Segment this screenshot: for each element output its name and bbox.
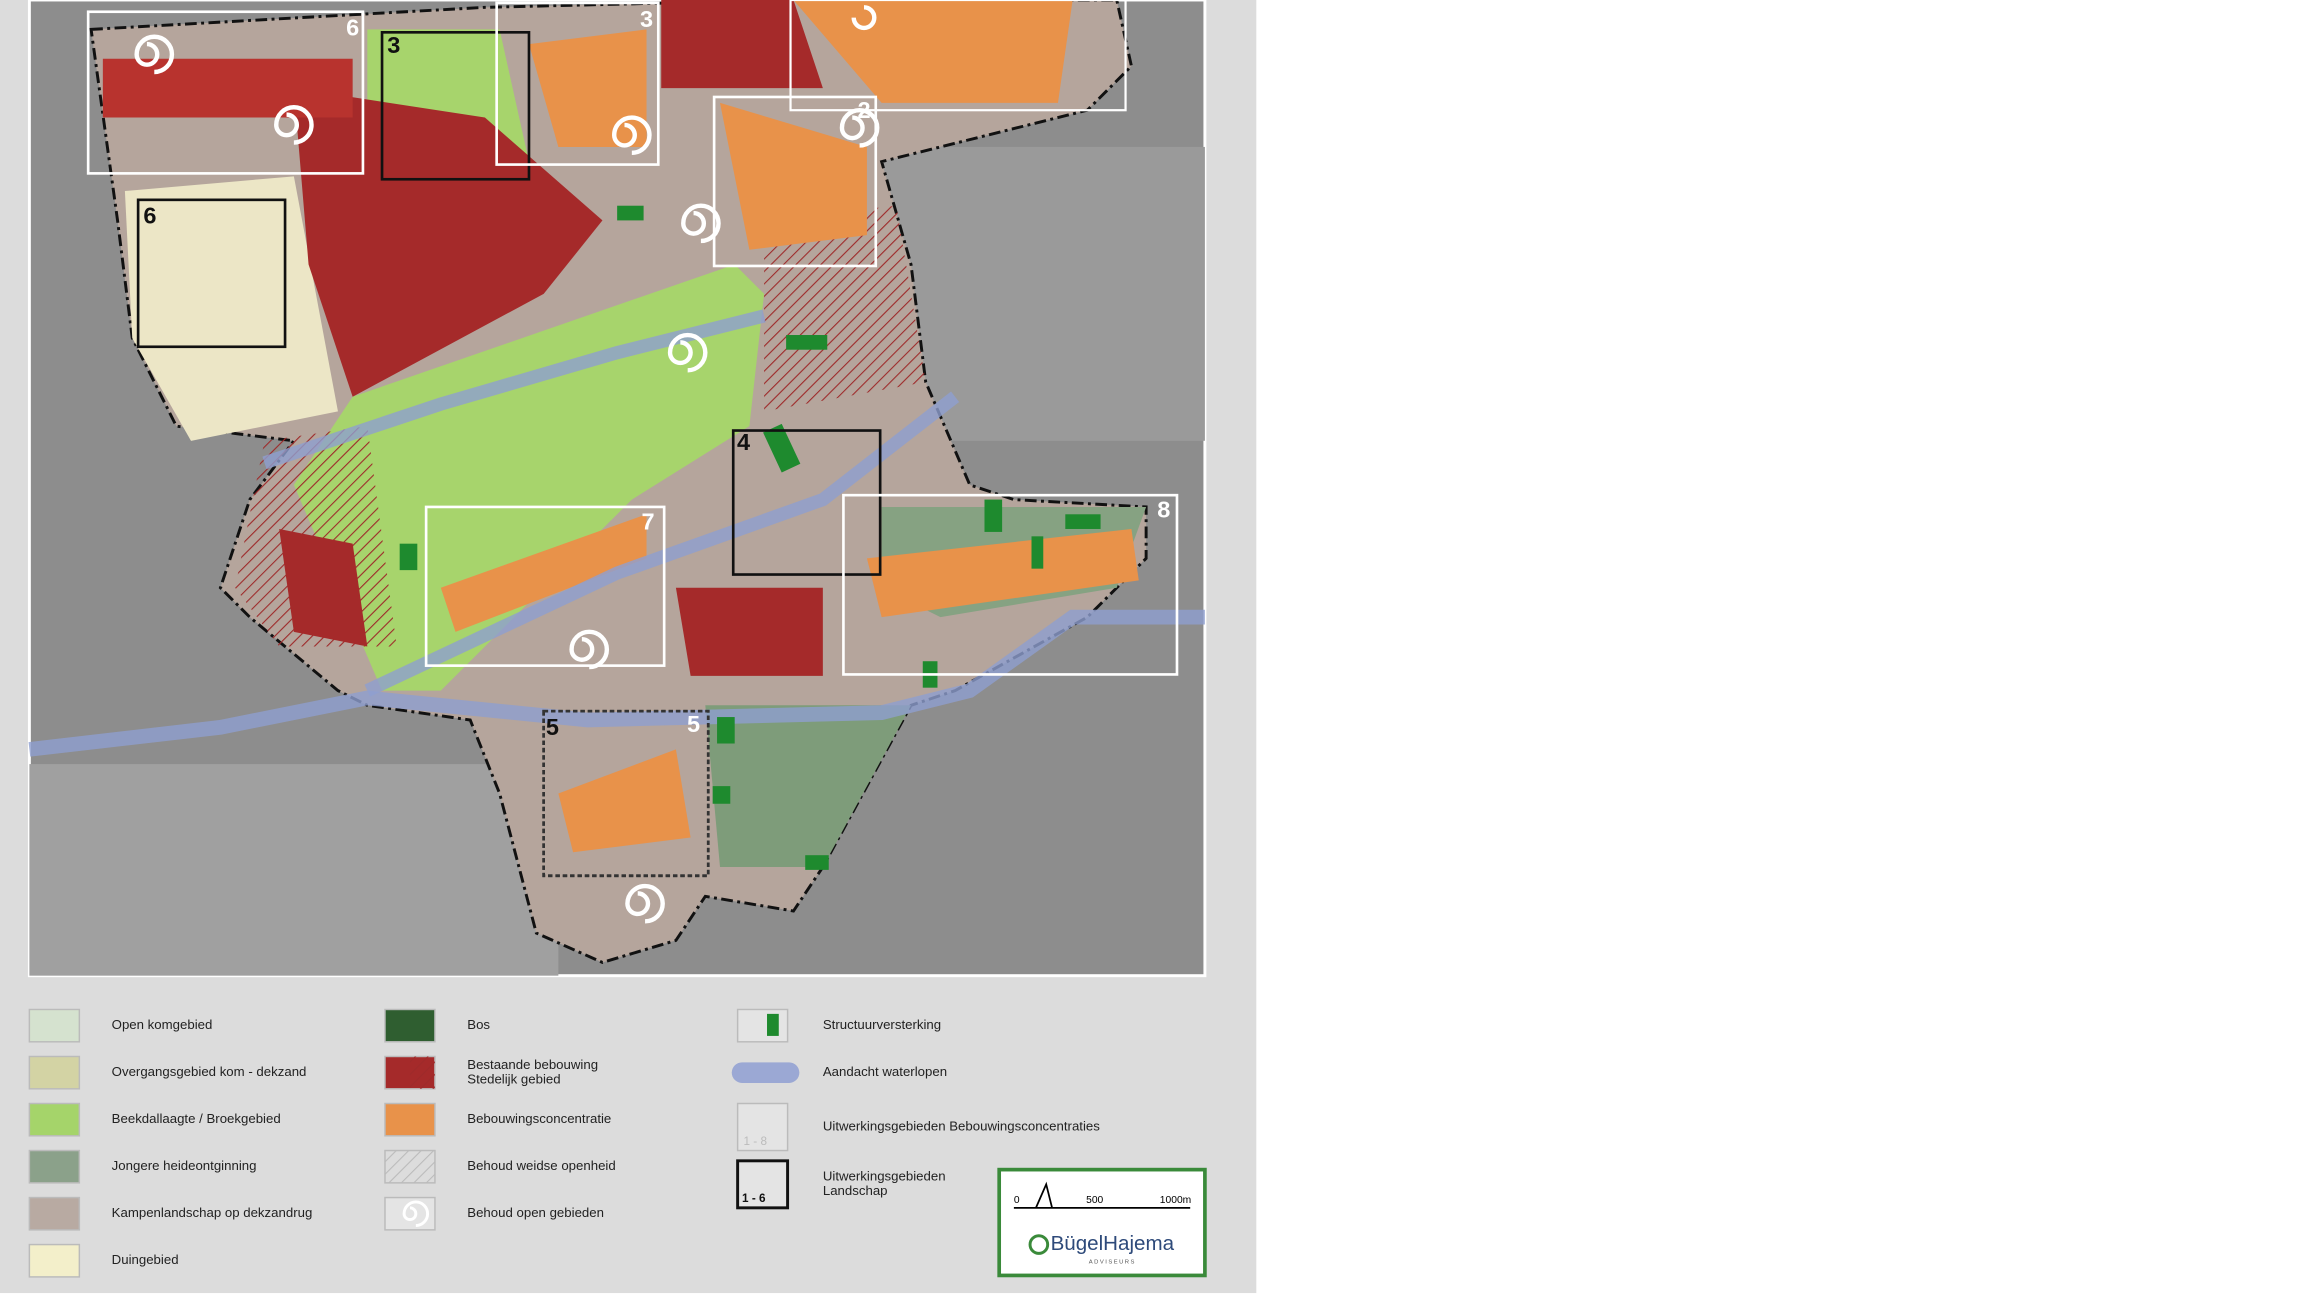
terrain bbox=[881, 146, 1205, 441]
built-area bbox=[102, 58, 353, 118]
study-box bbox=[789, 0, 1127, 112]
legend-swatch bbox=[28, 1196, 81, 1231]
legend-swatch bbox=[736, 1102, 789, 1152]
scale-label: 0 bbox=[1014, 1195, 1020, 1206]
legend-label: Behoud open gebieden bbox=[467, 1205, 604, 1220]
legend-label: Duingebied bbox=[112, 1252, 179, 1267]
study-box bbox=[542, 709, 710, 878]
logo-name: BügelHajema bbox=[1051, 1232, 1175, 1255]
box-label: 5 bbox=[546, 714, 559, 740]
scale-label: 500 bbox=[1086, 1195, 1103, 1206]
map bbox=[27, 0, 1207, 978]
box-label: 3 bbox=[640, 6, 653, 32]
legend-swatch bbox=[736, 1008, 789, 1043]
legend-swatch bbox=[28, 1102, 81, 1137]
study-box bbox=[136, 198, 287, 349]
legend-label: Bebouwingsconcentratie bbox=[467, 1111, 611, 1126]
legend-swatch bbox=[384, 1149, 436, 1184]
concentration bbox=[528, 29, 647, 147]
legend-label: Stedelijk gebied bbox=[467, 1072, 560, 1087]
study-box bbox=[380, 31, 531, 181]
study-box bbox=[731, 429, 882, 576]
scale-label: 1000m bbox=[1160, 1195, 1191, 1206]
concentration bbox=[866, 528, 1139, 618]
legend-swatch bbox=[736, 1159, 790, 1210]
legend-swatch bbox=[384, 1102, 436, 1137]
legend-label: Uitwerkingsgebieden Bebouwingsconcentrat… bbox=[823, 1119, 1100, 1134]
legend-label: Aandacht waterlopen bbox=[823, 1064, 947, 1079]
structure bbox=[399, 205, 1101, 870]
legend-icon-text: 1 - 6 bbox=[742, 1192, 766, 1205]
heath-area bbox=[705, 705, 912, 867]
legend-label: Kampenlandschap op dekzandrug bbox=[112, 1205, 313, 1220]
legend-label: Uitwerkingsgebieden bbox=[823, 1168, 946, 1183]
built-area bbox=[279, 528, 368, 647]
scale-bar bbox=[1013, 1181, 1191, 1209]
legend-swatch bbox=[409, 1056, 435, 1089]
legend-swatch bbox=[731, 1062, 800, 1083]
legend-swatch bbox=[384, 1008, 436, 1043]
box-label: 8 bbox=[1157, 497, 1170, 523]
concentration bbox=[720, 102, 867, 250]
built-area bbox=[661, 0, 823, 89]
waterway bbox=[364, 391, 960, 697]
legend-label: Beekdallaagte / Broekgebied bbox=[112, 1111, 281, 1126]
study-box bbox=[424, 505, 666, 667]
logo-box bbox=[997, 1167, 1207, 1278]
box-label: 2 bbox=[857, 97, 870, 123]
study-box bbox=[495, 1, 660, 166]
logo-tagline: ADVISEURS bbox=[1089, 1260, 1136, 1266]
legend-icon-text: 1 - 8 bbox=[744, 1135, 768, 1148]
legend-swatch bbox=[402, 1200, 430, 1227]
legend-swatch bbox=[28, 1243, 81, 1278]
legend-label: Jongere heideontginning bbox=[112, 1158, 257, 1173]
waterway bbox=[28, 609, 1205, 757]
built-area bbox=[675, 587, 823, 676]
concentration bbox=[558, 749, 691, 853]
legend-swatch bbox=[28, 1055, 81, 1090]
study-box bbox=[86, 10, 365, 175]
legend-label: Landschap bbox=[823, 1183, 888, 1198]
study-box bbox=[712, 95, 878, 268]
legend-label: Open komgebied bbox=[112, 1017, 213, 1032]
legend-label: Structuurversterking bbox=[823, 1017, 941, 1032]
concentration bbox=[440, 514, 647, 632]
terrain bbox=[29, 764, 559, 976]
study-box bbox=[842, 493, 1179, 676]
box-label: 6 bbox=[346, 15, 359, 41]
logo-icon bbox=[1028, 1234, 1050, 1255]
openness-area bbox=[764, 205, 926, 412]
box-label: 7 bbox=[641, 508, 654, 534]
box-label: 6 bbox=[143, 203, 156, 229]
legend-label: Bos bbox=[467, 1017, 490, 1032]
box-label: 5 bbox=[687, 711, 700, 737]
box-label: 4 bbox=[737, 429, 750, 455]
legend-label: Bestaande bebouwing bbox=[467, 1057, 598, 1072]
stream-valley bbox=[293, 264, 765, 691]
box-label: 3 bbox=[387, 32, 400, 58]
legend-swatch bbox=[28, 1008, 81, 1043]
legend-label: Overgangsgebied kom - dekzand bbox=[112, 1064, 307, 1079]
legend-swatch bbox=[767, 1013, 779, 1036]
legend-label: Behoud weidse openheid bbox=[467, 1158, 615, 1173]
legend-swatch bbox=[28, 1149, 81, 1184]
